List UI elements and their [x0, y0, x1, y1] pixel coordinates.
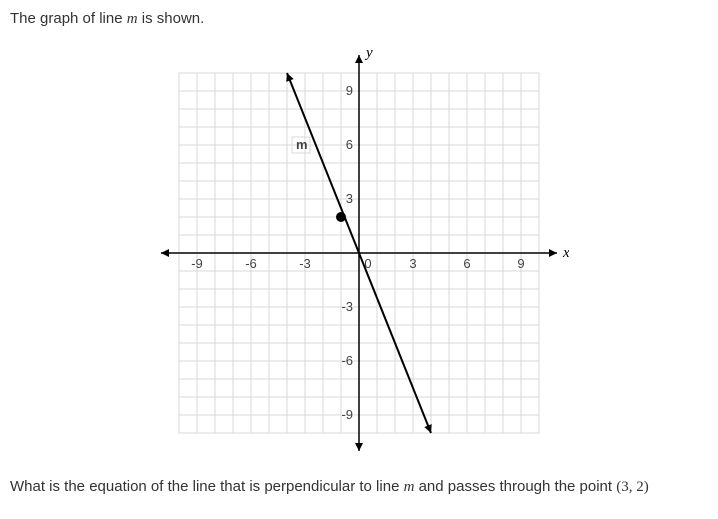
line-graph: -9-6-30369-9-6-3369xym [149, 43, 569, 463]
y-tick-label: 6 [346, 137, 353, 152]
x-tick-label: 9 [517, 256, 524, 271]
x-tick-label: -9 [191, 256, 203, 271]
x-tick-label: 6 [463, 256, 470, 271]
y-tick-label: -9 [341, 407, 353, 422]
intro-text: The graph of line m is shown. [10, 10, 708, 28]
y-tick-label: 9 [346, 83, 353, 98]
line-label: m [296, 137, 308, 152]
x-tick-label: -3 [299, 256, 311, 271]
marked-point [336, 212, 346, 222]
question-point: (3, 2) [616, 479, 649, 495]
intro-prefix: The graph of line [10, 10, 127, 27]
intro-suffix: is shown. [142, 10, 205, 27]
chart-container: -9-6-30369-9-6-3369xym [10, 43, 708, 463]
intro-var: m [127, 11, 138, 27]
question-prefix: What is the equation of the line that is… [10, 478, 404, 495]
question-mid: and passes through the point [419, 478, 617, 495]
question-text: What is the equation of the line that is… [10, 478, 708, 496]
question-var: m [404, 479, 415, 495]
x-tick-label: 3 [409, 256, 416, 271]
y-tick-label: -3 [341, 299, 353, 314]
x-axis-label: x [562, 245, 569, 261]
y-axis-label: y [364, 45, 373, 61]
y-tick-label: 3 [346, 191, 353, 206]
y-tick-label: -6 [341, 353, 353, 368]
x-tick-label: -6 [245, 256, 257, 271]
